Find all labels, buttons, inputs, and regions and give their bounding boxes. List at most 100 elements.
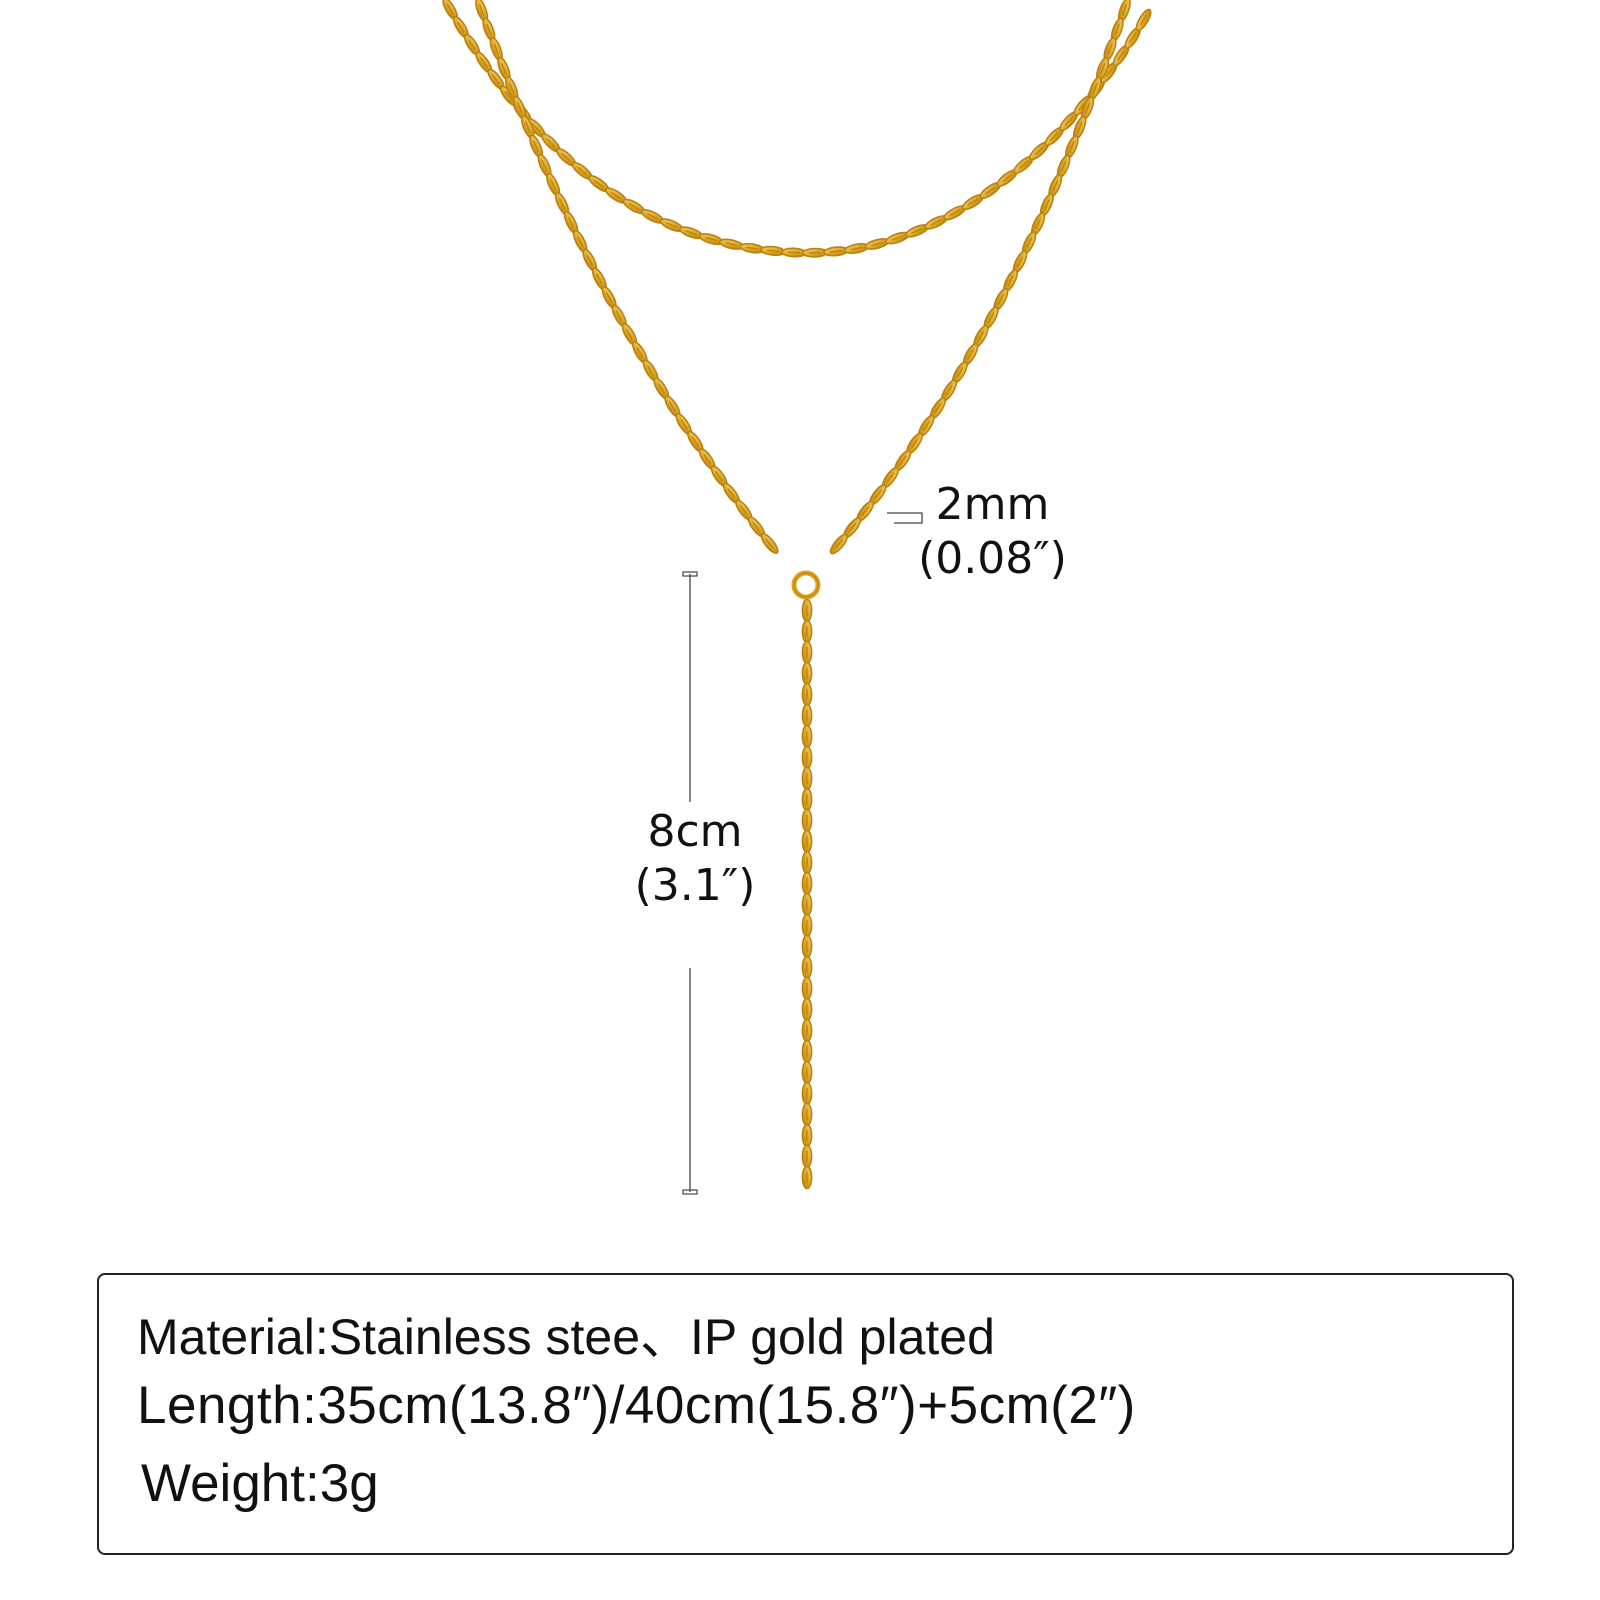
chain-link-slot (705, 237, 718, 242)
chain-link-slot (668, 401, 677, 412)
chain-link-slot (850, 247, 863, 251)
chain-link-slot (871, 242, 884, 246)
outer-chain-left (475, 0, 779, 555)
chain-link-slot (1114, 23, 1120, 36)
chain-link-slot (766, 249, 780, 252)
chain-link-slot (910, 438, 919, 449)
dimension-cap-top (682, 571, 698, 577)
chain-link-slot (1140, 14, 1148, 26)
width-indicator-bracket (887, 512, 923, 524)
chain-link-slot (610, 192, 622, 200)
chain-link-slot (898, 455, 907, 466)
chain-link-slot (1117, 50, 1125, 61)
chain-link-slot (911, 228, 923, 234)
chain-link-slot (541, 160, 548, 172)
chain-link-slot (685, 230, 697, 236)
chain-link-slot (559, 198, 566, 210)
outer-chain-right (829, 0, 1131, 555)
chain-link-slot (891, 235, 904, 241)
chain-link-slot (1018, 160, 1029, 169)
chain-link-slot (1049, 131, 1059, 141)
chain-link-slot (1007, 275, 1014, 287)
chain-link-slot (615, 310, 623, 322)
chain-link-slot (1129, 32, 1137, 44)
chain-link-slot (985, 186, 996, 195)
chain-link-slot (725, 242, 738, 246)
chain-link-slot (886, 472, 895, 483)
chain-link-slot (829, 250, 842, 253)
drop-chain (801, 598, 813, 1190)
chain-link-slot (457, 22, 465, 33)
chain-link-slot (834, 539, 844, 549)
chain-link-slot (647, 365, 654, 376)
chain-link-slot (666, 222, 678, 228)
chain-link-slot (765, 538, 774, 549)
chain-link-slot (715, 471, 723, 482)
chain-link-slot (874, 489, 882, 500)
chain-link-slot (739, 505, 748, 516)
chain-link-slot (647, 213, 659, 220)
chain-link-slot (945, 385, 953, 396)
chain-link-slot (533, 140, 539, 152)
chain-link-slot (550, 179, 557, 191)
chain-link-slot (1077, 122, 1083, 134)
chain-link-slot (636, 347, 644, 358)
link-width-metric: 2mm (935, 479, 1050, 530)
chain-link-slot (1043, 199, 1050, 211)
chain-link-slot (568, 217, 575, 229)
chain-link-slot (727, 488, 736, 499)
chain-link-slot (949, 209, 961, 216)
chain-link-slot (1064, 116, 1074, 126)
chain-link-slot (468, 39, 476, 51)
spec-box: Material:Stainless stee、IP gold plated L… (97, 1273, 1514, 1555)
chain-link-slot (934, 403, 942, 414)
link-width-label: 2mm (0.08″) (905, 478, 1080, 586)
chain-link-slot (577, 236, 584, 247)
chain-link-slot (922, 420, 930, 432)
chain-link-slot (1060, 160, 1067, 172)
chain-link-slot (446, 3, 454, 15)
drop-length-label: 8cm (3.1″) (600, 805, 790, 913)
chain-link-slot (561, 153, 571, 162)
chain-link-slot (486, 23, 492, 36)
chain-link-slot (680, 419, 688, 430)
chain-link-slot (987, 312, 995, 324)
chain-link-slot (977, 331, 985, 342)
chain-link-slot (657, 383, 665, 394)
chain-link-slot (930, 219, 942, 226)
link-width-imperial: (0.08″) (918, 533, 1067, 584)
drop-length-metric: 8cm (647, 806, 743, 857)
chain-link-slot (1105, 67, 1113, 78)
chain-link-slot (787, 251, 800, 254)
center-ring-outline (793, 572, 819, 598)
chain-link-slot (967, 198, 979, 206)
chain-link-slot (596, 273, 603, 285)
spec-length: Length:35cm(13.8″)/40cm(15.8″)+5cm(2″) (137, 1376, 1136, 1435)
chain-link-slot (1092, 82, 1098, 95)
chain-link-slot (593, 179, 604, 188)
chain-link-slot (586, 254, 593, 266)
chain-link-slot (531, 123, 541, 133)
chain-link-slot (480, 57, 488, 68)
chain-link-slot (956, 367, 964, 378)
chain-link-slot (967, 349, 974, 360)
chain-link-slot (501, 63, 507, 75)
chain-link-slot (504, 91, 513, 101)
chain-link-slot (1100, 63, 1106, 75)
chain-link-slot (509, 82, 515, 94)
chain-link-slot (605, 292, 613, 303)
chain-link-slot (691, 436, 700, 447)
chain-link-slot (516, 102, 523, 114)
spec-weight: Weight:3g (141, 1454, 379, 1513)
chain-link-slot (1069, 141, 1075, 153)
drop-length-imperial: (3.1″) (634, 860, 756, 911)
chain-link-slot (1121, 4, 1127, 16)
chain-link-slot (1035, 218, 1041, 230)
chain-link-slot (1026, 237, 1033, 249)
chain-link-slot (752, 522, 761, 532)
chain-link-slot (546, 138, 556, 148)
inner-chain (442, 0, 1152, 258)
chain-link-slot (1034, 146, 1044, 156)
